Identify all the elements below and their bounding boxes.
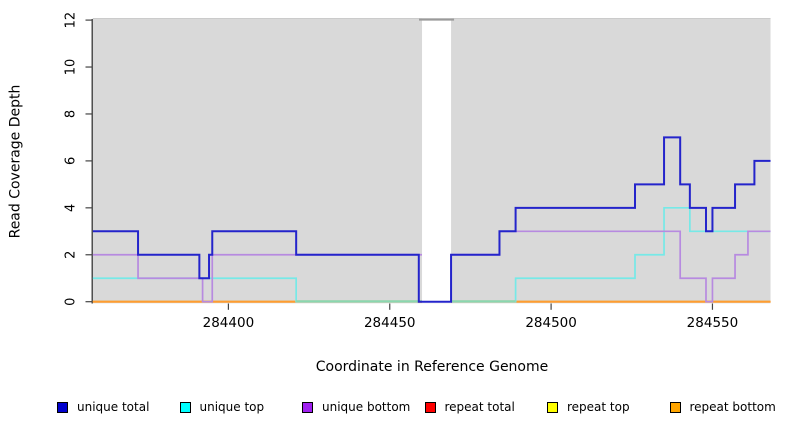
y-tick-label: 8 xyxy=(64,110,79,118)
x-axis-title: Coordinate in Reference Genome xyxy=(315,359,549,375)
y-tick-label: 12 xyxy=(64,12,79,29)
x-tick-label: 284450 xyxy=(364,315,416,331)
y-tick-label: 10 xyxy=(64,59,79,76)
series-unique-total xyxy=(92,136,771,303)
y-tick-label: 2 xyxy=(64,251,79,259)
y-tick-label: 4 xyxy=(64,204,79,212)
series-unique-top xyxy=(92,206,771,303)
y-axis-title: Read Coverage Depth xyxy=(7,84,24,239)
series-unique-bottom xyxy=(92,230,771,303)
x-tick-label: 284550 xyxy=(687,315,739,331)
y-tick-label: 0 xyxy=(64,298,79,306)
x-tick-label: 284400 xyxy=(203,315,255,331)
y-tick-label: 6 xyxy=(64,157,79,165)
x-tick-label: 284500 xyxy=(525,315,577,331)
masked-gap-region xyxy=(422,18,452,304)
